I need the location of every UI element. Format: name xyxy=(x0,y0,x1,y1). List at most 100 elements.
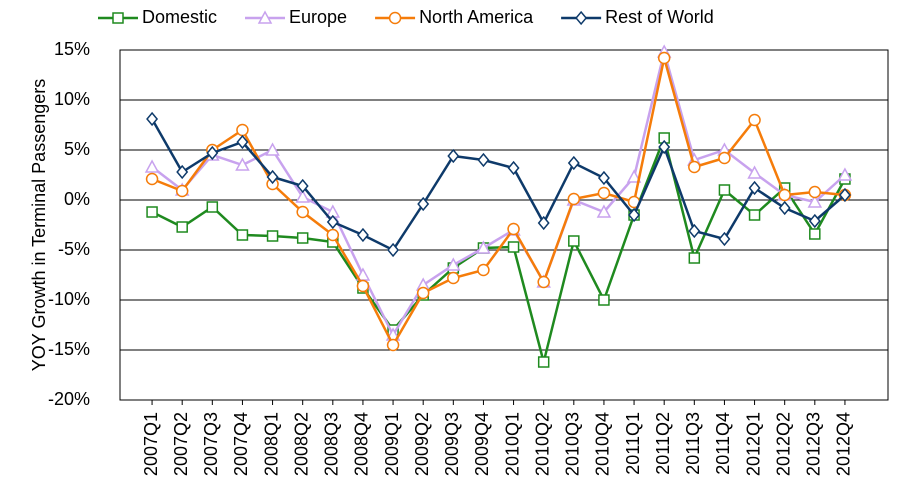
marker xyxy=(838,187,851,203)
marker xyxy=(657,51,671,65)
marker xyxy=(112,12,124,24)
x-tick-label: 2007Q1 xyxy=(141,412,161,476)
marker xyxy=(257,10,273,24)
marker xyxy=(146,111,159,127)
y-tick-label: 5% xyxy=(64,139,90,159)
marker xyxy=(236,229,249,241)
marker xyxy=(417,196,430,212)
marker xyxy=(778,200,791,216)
x-tick-label: 2011Q3 xyxy=(683,412,703,475)
marker xyxy=(718,151,731,165)
plot-frame xyxy=(119,49,889,401)
y-axis-label: YOY Growth in Terminal Passengers xyxy=(29,79,49,371)
marker xyxy=(748,209,761,221)
y-tick-label: 0% xyxy=(64,189,90,209)
x-tick-label: 2007Q4 xyxy=(231,412,251,476)
marker xyxy=(837,167,853,181)
marker xyxy=(597,170,610,186)
x-tick-label: 2011Q4 xyxy=(713,412,733,475)
marker xyxy=(626,169,642,183)
series-line xyxy=(151,47,846,338)
marker xyxy=(807,194,823,208)
marker xyxy=(597,186,611,200)
marker xyxy=(206,201,219,213)
marker xyxy=(567,192,581,206)
marker xyxy=(748,180,761,196)
marker xyxy=(326,214,339,230)
x-tick-label: 2009Q4 xyxy=(472,412,492,476)
y-tick-label: 10% xyxy=(54,89,90,109)
x-tick-label: 2010Q1 xyxy=(502,412,522,476)
x-tick-label: 2010Q2 xyxy=(532,412,552,476)
marker xyxy=(477,152,490,168)
x-tick-label: 2009Q1 xyxy=(382,412,402,476)
marker xyxy=(356,279,370,293)
marker xyxy=(718,231,731,247)
y-tick-label: -5% xyxy=(58,239,90,259)
marker xyxy=(718,184,731,196)
marker xyxy=(598,294,610,306)
marker xyxy=(295,189,310,203)
marker xyxy=(747,165,762,179)
x-tick-label: 2008Q4 xyxy=(352,412,372,476)
marker xyxy=(809,228,821,240)
x-tick-label: 2012Q1 xyxy=(743,412,763,476)
marker xyxy=(296,178,309,194)
marker xyxy=(537,215,550,231)
y-tick-label: -10% xyxy=(48,289,90,309)
marker xyxy=(507,160,520,176)
x-tick-label: 2007Q2 xyxy=(171,412,191,476)
marker xyxy=(296,205,309,219)
marker xyxy=(265,142,280,156)
marker xyxy=(266,230,279,242)
marker xyxy=(808,213,821,229)
marker xyxy=(296,232,309,244)
marker xyxy=(175,184,189,198)
marker xyxy=(688,252,701,264)
marker xyxy=(447,148,460,164)
x-tick-label: 2012Q2 xyxy=(773,412,793,476)
series-line xyxy=(150,118,846,252)
marker xyxy=(567,155,580,171)
marker xyxy=(356,227,369,243)
marker xyxy=(266,169,279,185)
x-tick-label: 2009Q3 xyxy=(442,412,462,476)
marker xyxy=(447,271,460,285)
marker xyxy=(537,356,550,368)
marker xyxy=(446,257,461,271)
y-tick-label: 15% xyxy=(54,39,90,59)
marker xyxy=(146,206,158,218)
marker xyxy=(658,139,671,155)
legend-label: Europe xyxy=(289,7,347,27)
x-tick-label: 2009Q2 xyxy=(412,412,432,476)
marker xyxy=(575,10,588,26)
marker xyxy=(507,222,520,236)
marker xyxy=(326,228,340,242)
x-tick-label: 2008Q1 xyxy=(261,412,281,476)
marker xyxy=(386,338,400,352)
marker xyxy=(477,263,490,277)
marker xyxy=(176,221,188,233)
legend-label: Rest of World xyxy=(605,7,714,27)
legend-label: North America xyxy=(419,7,534,27)
x-tick-label: 2011Q1 xyxy=(623,412,643,475)
legend-label: Domestic xyxy=(142,7,217,27)
marker xyxy=(206,145,219,161)
marker xyxy=(568,235,580,247)
marker xyxy=(144,159,160,173)
x-tick-label: 2012Q3 xyxy=(804,412,824,476)
marker xyxy=(145,172,159,186)
marker xyxy=(628,207,641,223)
x-tick-label: 2010Q3 xyxy=(563,412,583,476)
marker xyxy=(748,113,761,127)
marker xyxy=(596,204,612,218)
marker xyxy=(387,242,400,258)
marker xyxy=(507,241,520,253)
marker xyxy=(235,157,250,171)
marker xyxy=(236,123,249,137)
x-tick-label: 2010Q4 xyxy=(593,412,613,476)
series-line xyxy=(151,57,846,348)
x-tick-label: 2008Q3 xyxy=(322,412,342,476)
y-tick-label: -20% xyxy=(48,389,90,409)
y-tick-label: -15% xyxy=(48,339,90,359)
